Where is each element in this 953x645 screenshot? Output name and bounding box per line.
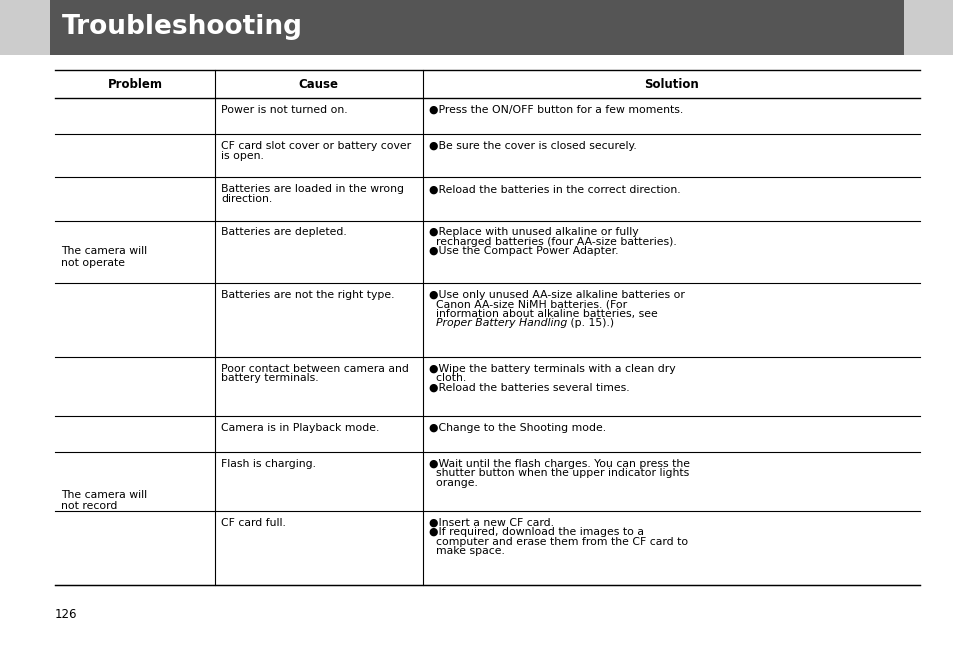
Text: Power is not turned on.: Power is not turned on. [221,104,347,115]
Text: ●Change to the Shooting mode.: ●Change to the Shooting mode. [428,422,605,433]
Text: computer and erase them from the CF card to: computer and erase them from the CF card… [428,537,687,547]
Text: Solution: Solution [643,77,698,90]
Text: 126: 126 [55,608,77,622]
Text: information about alkaline batteries, see: information about alkaline batteries, se… [428,309,657,319]
Text: ●Use only unused AA-size alkaline batteries or: ●Use only unused AA-size alkaline batter… [428,290,684,300]
Text: (p. 15).): (p. 15).) [566,318,614,328]
Text: Batteries are loaded in the wrong: Batteries are loaded in the wrong [221,184,404,194]
Text: battery terminals.: battery terminals. [221,373,318,383]
Text: ●If required, download the images to a: ●If required, download the images to a [428,528,643,537]
Text: CF card slot cover or battery cover: CF card slot cover or battery cover [221,141,411,151]
Text: ●Replace with unused alkaline or fully: ●Replace with unused alkaline or fully [428,227,638,237]
Bar [50,0,903,55]
Text: Camera is in Playback mode.: Camera is in Playback mode. [221,422,379,433]
Text: ●Wait until the flash charges. You can press the: ●Wait until the flash charges. You can p… [428,459,689,469]
Text: shutter button when the upper indicator lights: shutter button when the upper indicator … [428,468,688,479]
Text: ●Be sure the cover is closed securely.: ●Be sure the cover is closed securely. [428,141,636,151]
Text: Cause: Cause [298,77,338,90]
Text: recharged batteries (four AA-size batteries).: recharged batteries (four AA-size batter… [428,237,676,247]
Text: is open.: is open. [221,150,264,161]
Text: The camera will
not operate: The camera will not operate [61,246,147,268]
Text: ●Wipe the battery terminals with a clean dry: ●Wipe the battery terminals with a clean… [428,364,675,373]
Text: ●Reload the batteries in the correct direction.: ●Reload the batteries in the correct dir… [428,184,679,194]
Text: ●Press the ON/OFF button for a few moments.: ●Press the ON/OFF button for a few momen… [428,104,682,115]
Text: Batteries are depleted.: Batteries are depleted. [221,227,346,237]
Text: CF card full.: CF card full. [221,518,286,528]
Text: direction.: direction. [221,194,272,204]
Text: ●Use the Compact Power Adapter.: ●Use the Compact Power Adapter. [428,246,618,256]
Text: Poor contact between camera and: Poor contact between camera and [221,364,409,373]
Text: The camera will
not record: The camera will not record [61,490,147,511]
Text: Troubleshooting: Troubleshooting [62,14,303,41]
Text: Problem: Problem [108,77,162,90]
Text: make space.: make space. [428,546,504,557]
Text: Flash is charging.: Flash is charging. [221,459,315,469]
Text: Batteries are not the right type.: Batteries are not the right type. [221,290,395,300]
Text: ●Reload the batteries several times.: ●Reload the batteries several times. [428,382,629,393]
Text: cloth.: cloth. [428,373,465,383]
Text: Proper Battery Handling: Proper Battery Handling [436,318,566,328]
Bar [903,0,953,55]
Bar [0,0,50,55]
Text: orange.: orange. [428,478,477,488]
Text: Canon AA-size NiMH batteries. (For: Canon AA-size NiMH batteries. (For [428,299,626,309]
Text: ●Insert a new CF card.: ●Insert a new CF card. [428,518,553,528]
